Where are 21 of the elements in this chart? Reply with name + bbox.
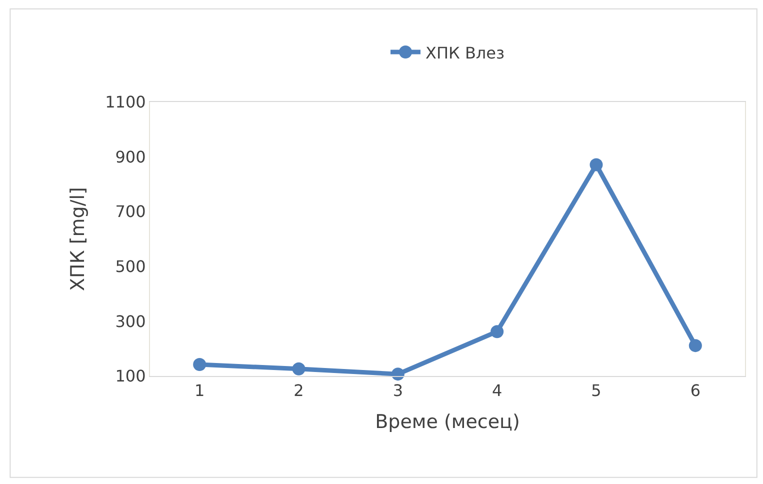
point <box>391 368 404 381</box>
x-tick-label: 2 <box>294 381 304 400</box>
x-tick-label: 5 <box>591 381 602 400</box>
y-tick-label: 900 <box>115 147 146 166</box>
point <box>292 362 306 376</box>
legend-label: ХПК Влез <box>426 43 504 62</box>
x-tick-label: 4 <box>492 381 502 400</box>
y-tick-label: 300 <box>115 312 146 331</box>
x-axis-title: Време (месец) <box>375 411 520 433</box>
point <box>590 158 603 172</box>
y-tick-label: 500 <box>115 257 146 276</box>
x-tick-label: 6 <box>690 381 701 400</box>
y-tick-label: 100 <box>115 366 146 386</box>
point <box>490 325 504 338</box>
y-axis-title: ХПК [mg/l] <box>66 187 89 291</box>
y-tick-label: 700 <box>115 202 146 222</box>
x-tick-label: 3 <box>392 381 404 400</box>
y-tick-label: 1100 <box>105 92 146 112</box>
point <box>193 358 206 371</box>
x-tick-label: 1 <box>194 381 205 400</box>
point <box>688 339 702 352</box>
